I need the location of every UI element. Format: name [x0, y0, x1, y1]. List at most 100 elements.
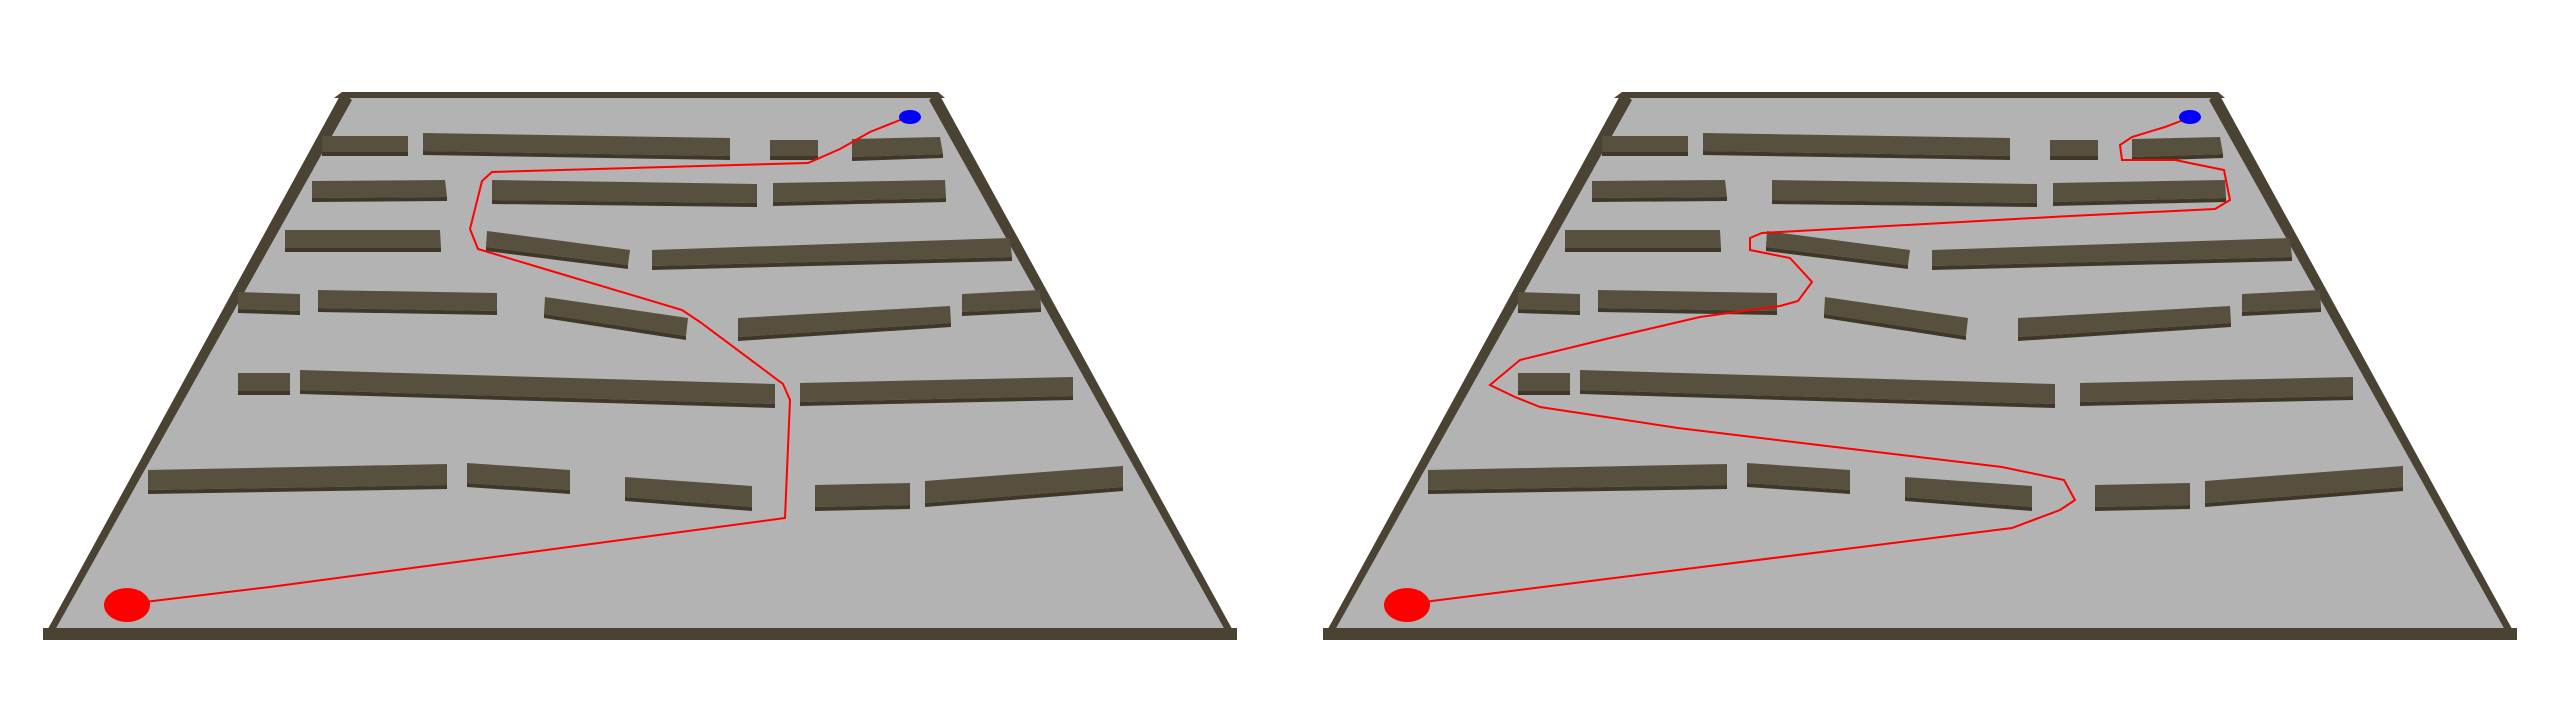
outer-wall-top [1614, 92, 2225, 98]
wall-segment-top [2205, 466, 2403, 503]
wall-segment-face [1747, 483, 1850, 494]
wall-segment-face [238, 309, 300, 315]
wall-segment-top [2018, 306, 2231, 337]
wall-segment-top [285, 230, 441, 248]
wall-segment-face [300, 390, 775, 408]
wall-segment-top [2053, 180, 2226, 202]
outer-wall-left [43, 92, 352, 638]
outer-wall-right [2209, 92, 2517, 638]
wall-segment-face [1518, 309, 1580, 315]
wall-segment-top [962, 290, 1041, 312]
wall-segment-face [2205, 487, 2403, 507]
wall-segment-face [1824, 314, 1966, 340]
wall-segment-top [322, 136, 408, 152]
outer-wall-bottom [43, 628, 1237, 640]
wall-segment-top [544, 297, 688, 336]
planned-path-long [1407, 118, 2232, 605]
wall-segment-face [1592, 197, 1727, 202]
wall-segment-top [815, 483, 910, 507]
wall-segment-face [486, 247, 628, 269]
wall-segment-face [2242, 308, 2321, 316]
wall-segment-face [625, 497, 752, 511]
wall-segment-top [1824, 297, 1968, 336]
wall-segment-face [148, 485, 447, 494]
wall-segment-top [1580, 370, 2055, 404]
wall-segment-top [423, 133, 730, 156]
goal-marker [899, 110, 921, 124]
goal-marker [2179, 110, 2201, 124]
wall-segment-face [2053, 198, 2226, 206]
wall-segment-face [492, 200, 757, 207]
wall-segment-top [238, 373, 290, 391]
wall-segment-top [770, 140, 818, 156]
wall-segment-top [2050, 140, 2098, 156]
wall-segment-face [962, 308, 1041, 316]
outer-wall-bottom [1323, 628, 2517, 640]
wall-segment-face [1602, 152, 1688, 156]
wall-segment-face [2080, 396, 2353, 406]
wall-segment-top [1703, 133, 2010, 156]
wall-segment-face [544, 314, 686, 340]
wall-segment-face [773, 198, 946, 206]
wall-segment-top [238, 292, 300, 311]
wall-segment-top [1772, 180, 2037, 203]
wall-segment-face [925, 487, 1123, 507]
wall-segment-top [492, 180, 757, 203]
wall-segment-top [1747, 463, 1850, 490]
maze-floor [1323, 92, 2517, 638]
maze-right-canvas [1323, 92, 2517, 640]
wall-segment-top [1592, 180, 1727, 198]
wall-segment-top [1932, 238, 2292, 266]
wall-segment-face [1518, 391, 1570, 395]
wall-segment-face [285, 248, 441, 252]
planned-path-short [127, 117, 906, 605]
wall-segment-face [322, 152, 408, 156]
wall-segment-face [1772, 200, 2037, 207]
wall-segment-top [467, 463, 570, 490]
wall-segment-top [148, 464, 447, 490]
wall-segment-top [2242, 290, 2321, 312]
wall-segment-face [312, 197, 447, 202]
wall-segment-top [1518, 292, 1580, 311]
wall-segment-top [1428, 464, 1727, 490]
wall-segment-top [318, 290, 497, 311]
wall-segment-top [300, 370, 775, 404]
start-marker [1384, 588, 1430, 622]
wall-segment-top [1602, 136, 1688, 152]
wall-segment-top [925, 466, 1123, 503]
wall-segment-top [312, 180, 447, 198]
maze-floor [43, 92, 1237, 638]
wall-segment-face [800, 396, 1073, 406]
wall-segment-top [2095, 483, 2190, 507]
outer-wall-top [334, 92, 945, 98]
wall-segment-face [1565, 248, 1721, 252]
wall-segment-face [1703, 151, 2010, 160]
wall-segment-top [1518, 373, 1570, 391]
wall-segment-face [1580, 390, 2055, 408]
wall-segment-face [318, 308, 497, 315]
wall-segment-top [1565, 230, 1721, 248]
wall-segment-face [1905, 497, 2032, 511]
wall-segment-top [2080, 377, 2353, 402]
wall-segment-top [852, 137, 943, 157]
wall-segment-face [652, 257, 1012, 270]
wall-segment-face [423, 151, 730, 160]
wall-segment-face [738, 323, 951, 341]
wall-segment-face [2018, 323, 2231, 341]
wall-segment-top [800, 377, 1073, 402]
wall-segment-face [1428, 485, 1727, 494]
wall-segment-top [1766, 231, 1910, 265]
wall-segment-top [773, 180, 946, 202]
wall-segment-top [652, 238, 1012, 266]
wall-segment-face [770, 156, 818, 160]
outer-wall-left [1323, 92, 1632, 638]
start-marker [104, 588, 150, 622]
wall-segment-face [467, 483, 570, 494]
wall-segment-top [738, 306, 951, 337]
wall-segment-face [815, 505, 910, 511]
wall-segment-top [1598, 290, 1777, 311]
maze-panel-right [1280, 0, 2560, 720]
maze-left-canvas [43, 92, 1237, 640]
wall-segment-face [1932, 257, 2292, 270]
